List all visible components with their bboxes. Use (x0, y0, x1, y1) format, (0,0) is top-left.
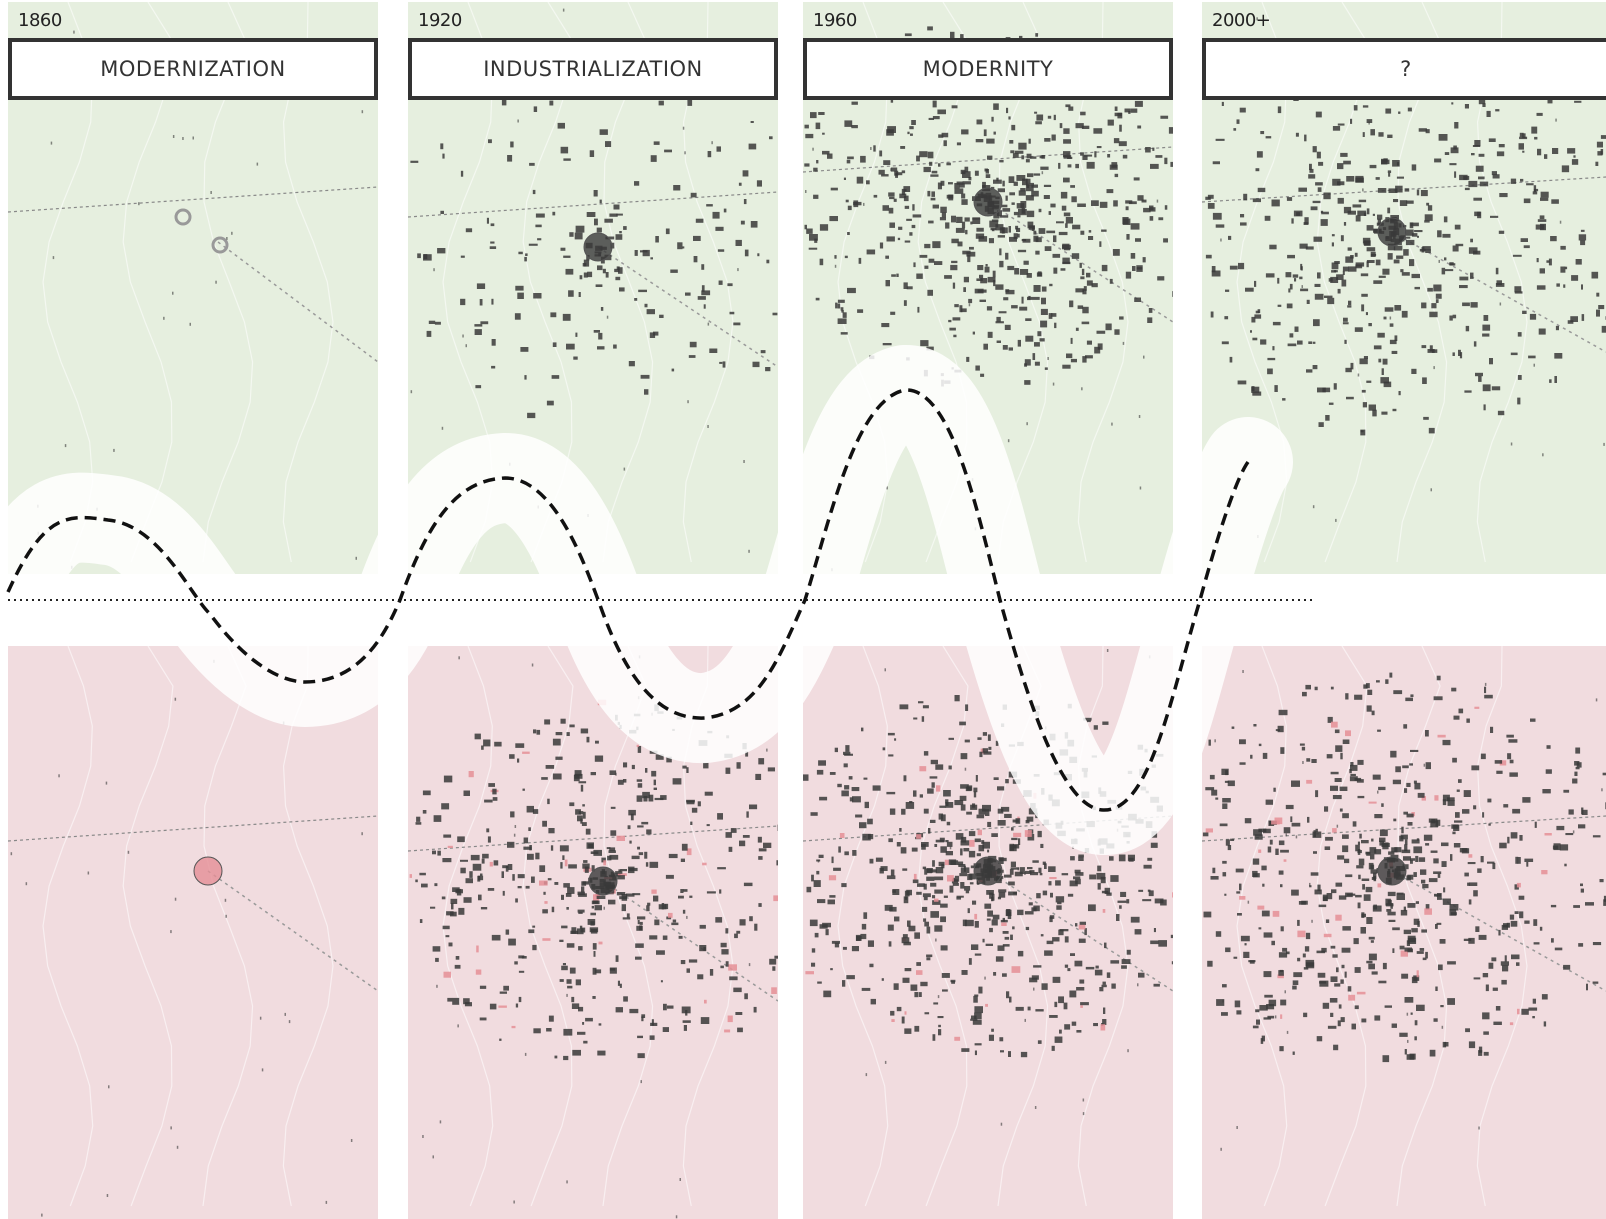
panel-1860-bottom (8, 646, 378, 1219)
map-2000-bottom (1202, 646, 1606, 1219)
period-label-future: ? (1202, 38, 1606, 100)
map-1860-bottom (8, 646, 378, 1219)
year-label-1860: 1860 (18, 10, 62, 31)
panel-2000-bottom (1202, 646, 1606, 1219)
period-label-modernization: MODERNIZATION (8, 38, 378, 100)
panel-1920-bottom (408, 646, 778, 1219)
period-label-industrialization: INDUSTRIALIZATION (408, 38, 778, 100)
year-label-1920: 1920 (418, 10, 462, 31)
year-label-2000: 2000+ (1212, 10, 1271, 31)
map-texture (803, 646, 1173, 1219)
map-texture (408, 646, 778, 1219)
map-texture (8, 646, 378, 1219)
map-texture (1202, 646, 1606, 1219)
map-1920-bottom (408, 646, 778, 1219)
year-label-1960: 1960 (813, 10, 857, 31)
panel-1960-bottom (803, 646, 1173, 1219)
map-1960-bottom (803, 646, 1173, 1219)
period-label-modernity: MODERNITY (803, 38, 1173, 100)
